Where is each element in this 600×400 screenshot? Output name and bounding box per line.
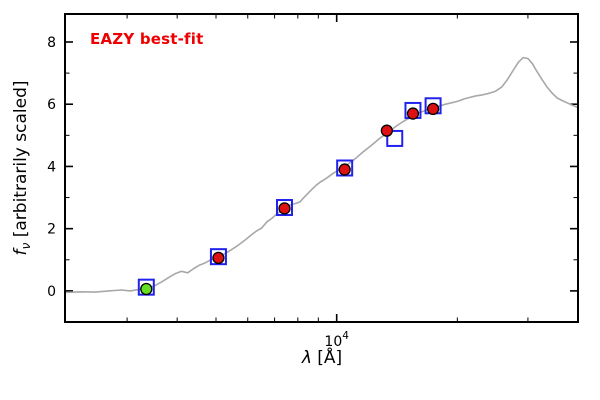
x-tick-label: 104 — [324, 330, 349, 350]
y-tick-label: 6 — [47, 97, 56, 113]
observed-photometry-circles — [278, 202, 291, 215]
observed-photometry-circles — [406, 107, 420, 120]
y-tick-label: 0 — [47, 284, 56, 300]
observed-photometry-circles — [212, 251, 225, 265]
y-axis-label-text: [arbitrarily scaled] — [10, 80, 31, 243]
observed-photometry-circles — [338, 163, 351, 176]
bestfit-annotation: EAZY best-fit — [90, 30, 204, 48]
model-photometry-squares — [386, 129, 404, 147]
observed-photometry-circles — [380, 124, 393, 137]
observed-photometry-circles — [426, 102, 440, 116]
flagged-photometry-circle — [140, 282, 153, 296]
best-fit-spectrum — [64, 56, 579, 294]
y-tick-label: 2 — [47, 222, 56, 238]
model-photometry-squares — [209, 248, 227, 266]
y-axis-label-subscript: ν — [19, 242, 34, 250]
y-tick-label: 4 — [47, 159, 56, 175]
x-axis-label-text: [Å] — [311, 348, 343, 368]
y-axis-label-symbol: f — [10, 249, 31, 256]
x-axis-label: λ [Å] — [302, 348, 342, 368]
model-photometry-squares — [275, 199, 293, 217]
y-tick-label: 8 — [47, 35, 56, 51]
plot-frame — [64, 13, 579, 323]
x-axis-label-symbol: λ — [301, 348, 312, 368]
y-axis-label: fν [arbitrarily scaled] — [11, 81, 33, 256]
